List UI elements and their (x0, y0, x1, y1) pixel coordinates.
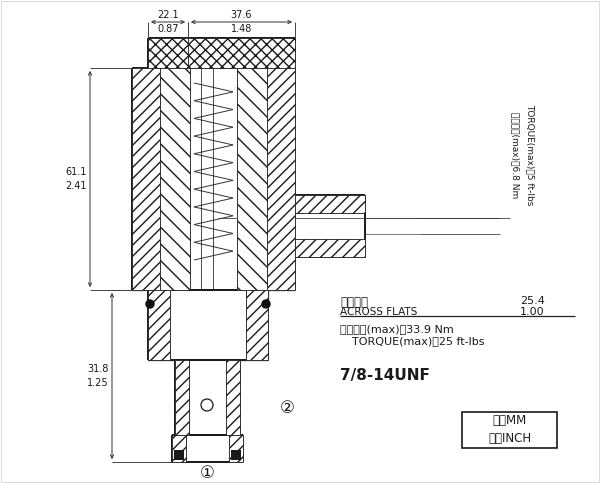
Text: 1.00: 1.00 (520, 307, 545, 317)
Bar (188, 38, 295, 68)
Bar (190, 68, 237, 290)
Text: 61.1: 61.1 (65, 167, 87, 177)
Bar (462, 412, 557, 448)
Text: 2.41: 2.41 (65, 181, 87, 191)
Text: 毫米MM: 毫米MM (493, 414, 527, 427)
Bar (267, 68, 295, 290)
Text: ②: ② (280, 399, 295, 417)
Text: 25.4: 25.4 (520, 296, 545, 306)
Bar (295, 195, 365, 213)
Bar (295, 239, 365, 257)
Text: 31.8: 31.8 (88, 364, 109, 374)
Circle shape (262, 300, 270, 308)
Bar (295, 213, 365, 239)
Text: 37.6: 37.6 (231, 10, 252, 20)
Text: 安装扔矩(max)：6.8 Nm: 安装扔矩(max)：6.8 Nm (511, 112, 520, 198)
Text: 1.48: 1.48 (231, 24, 252, 34)
Bar (148, 290, 170, 360)
Text: 7/8-14UNF: 7/8-14UNF (340, 368, 430, 383)
Text: 1.25: 1.25 (88, 378, 109, 388)
Text: 對邂寬度: 對邂寬度 (340, 296, 368, 309)
Bar (229, 435, 243, 462)
Bar (172, 435, 186, 462)
Bar (175, 360, 189, 435)
Bar (186, 435, 229, 462)
Bar (170, 290, 246, 360)
Text: TORQUE(max)：25 ft-lbs: TORQUE(max)：25 ft-lbs (352, 336, 485, 346)
Bar (148, 38, 188, 68)
Text: ACROSS FLATS: ACROSS FLATS (340, 307, 418, 317)
Bar (132, 68, 160, 290)
Text: 0.87: 0.87 (157, 24, 179, 34)
Text: 英寸INCH: 英寸INCH (488, 432, 531, 445)
Bar (160, 68, 190, 290)
Bar (174, 450, 184, 460)
Text: 安装扔矩(max)：33.9 Nm: 安装扔矩(max)：33.9 Nm (340, 324, 454, 334)
Bar (246, 290, 268, 360)
Bar (189, 360, 226, 435)
Bar (226, 360, 240, 435)
Text: ①: ① (200, 464, 214, 482)
Bar (237, 68, 267, 290)
Bar (231, 450, 241, 460)
Circle shape (146, 300, 154, 308)
Circle shape (201, 399, 213, 411)
Text: TORQUE(max)：5 ft-lbs: TORQUE(max)：5 ft-lbs (526, 104, 535, 206)
Text: 22.1: 22.1 (157, 10, 179, 20)
